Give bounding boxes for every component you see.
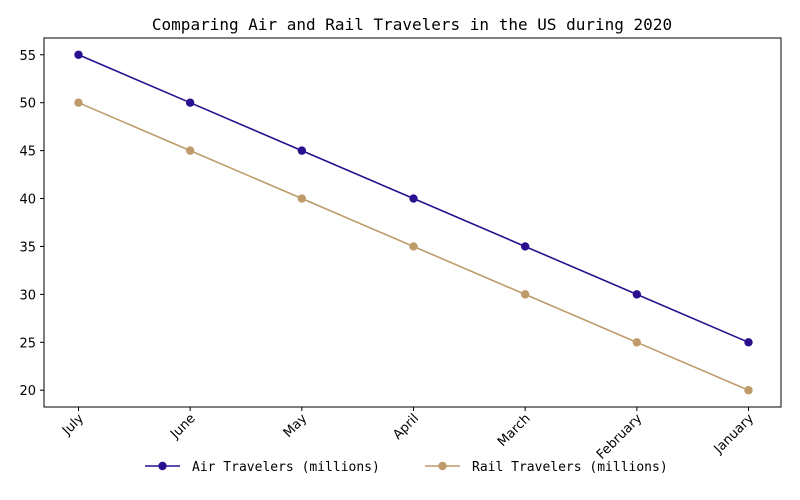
data-point [744,338,753,347]
x-axis: July June May April March February January [59,407,757,463]
data-point [632,338,642,347]
data-point [520,242,530,251]
legend-item: Air Travelers (millions) [145,460,380,475]
chart-title: Comparing Air and Rail Travelers in the … [152,15,672,34]
x-tick-label: June [167,411,198,442]
series-1 [74,50,753,347]
data-point [632,290,642,299]
legend: Air Travelers (millions) Rail Travelers (… [145,460,668,475]
legend-item: Rail Travelers (millions) [425,460,668,475]
data-point [409,194,418,203]
data-point [297,194,307,203]
x-tick-label: January [711,411,757,457]
plot-area [43,37,782,408]
legend-label: Air Travelers (millions) [192,460,380,475]
data-point [520,290,530,299]
x-tick-label: May [281,411,311,441]
y-tick-label: 55 [19,49,36,64]
x-tick-label: March [495,411,534,450]
y-tick-label: 50 [19,97,36,112]
data-point [185,146,195,155]
series-layer [74,50,753,395]
y-tick-label: 35 [19,240,36,255]
y-tick-label: 20 [19,384,36,399]
legend-label: Rail Travelers (millions) [472,460,668,475]
data-point [409,242,418,251]
x-tick-label: July [59,411,87,439]
data-point [744,386,753,395]
data-point [185,98,195,107]
data-point [74,98,83,107]
data-point [297,146,307,155]
y-axis: 20 25 30 35 40 45 50 55 [19,49,44,399]
x-tick-label: April [390,411,422,443]
series-2 [74,98,753,395]
legend-marker [158,461,167,471]
y-tick-label: 30 [19,288,36,303]
legend-marker [438,461,447,471]
x-tick-label: February [594,411,646,463]
y-tick-label: 45 [19,145,36,160]
data-point [74,50,83,59]
y-tick-label: 40 [19,193,36,208]
y-tick-label: 25 [19,336,36,351]
